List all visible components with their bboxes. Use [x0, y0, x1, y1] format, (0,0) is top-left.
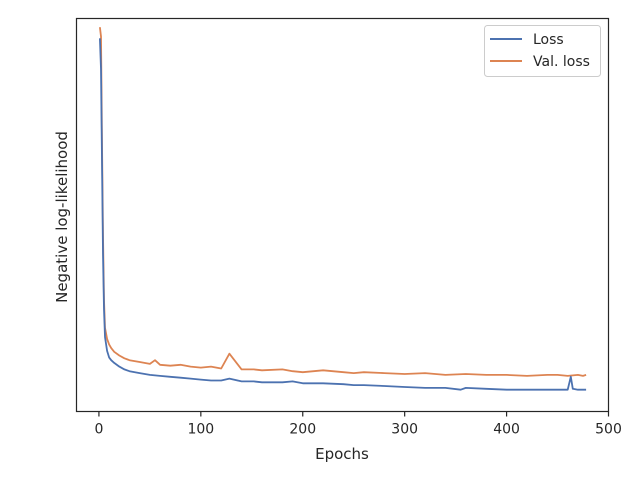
x-tick-label: 0 [94, 422, 103, 438]
x-axis-label: Epochs [315, 445, 369, 463]
legend: Loss Val. loss [484, 25, 601, 77]
x-tick-label: 100 [187, 422, 214, 438]
y-axis-label: Negative log-likelihood [53, 131, 71, 303]
legend-label-val-loss: Val. loss [533, 54, 590, 70]
plot-frame [75, 17, 610, 413]
legend-label-loss: Loss [533, 32, 564, 48]
series-line-loss [99, 38, 587, 391]
x-tick-label: 500 [595, 422, 622, 438]
x-tick-label: 300 [391, 422, 418, 438]
x-tick-label: 400 [493, 422, 520, 438]
series-line-val-loss [99, 27, 587, 377]
series-lines [99, 27, 587, 391]
x-axis-ticks: 0 100 200 300 400 500 [94, 411, 622, 438]
x-tick-label: 200 [289, 422, 316, 438]
